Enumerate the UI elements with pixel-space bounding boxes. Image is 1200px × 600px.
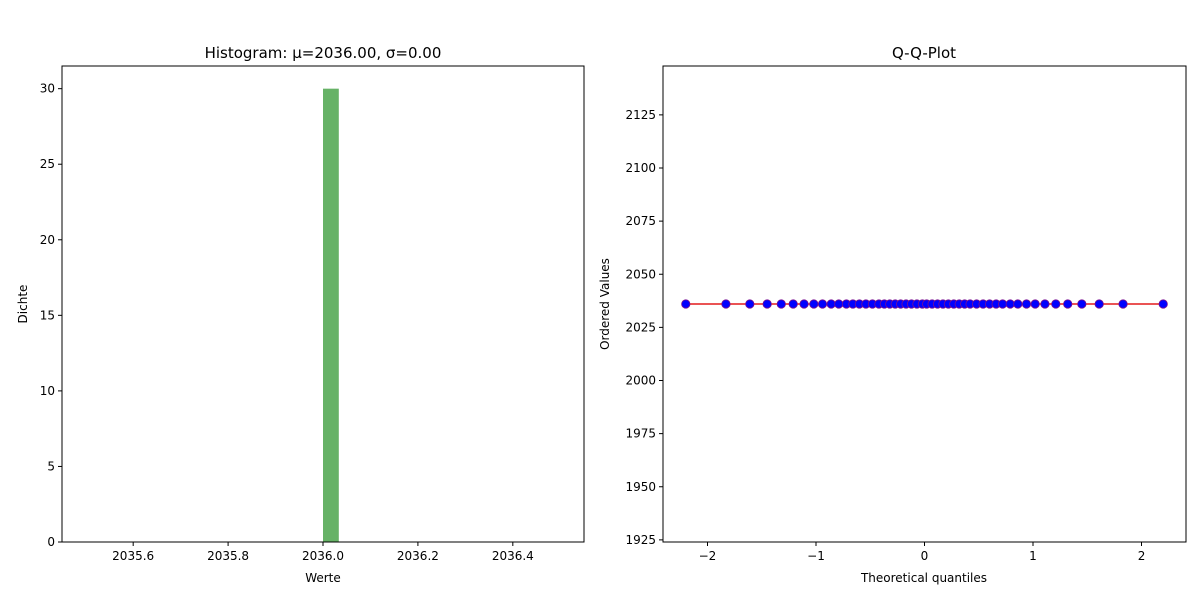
- histogram-x-tick-label: 2035.6: [112, 549, 154, 563]
- histogram-x-tick-label: 2035.8: [207, 549, 249, 563]
- qq-point: [834, 299, 844, 309]
- qq-x-tick-label: 2: [1138, 549, 1146, 563]
- qq-point: [809, 299, 819, 309]
- qq-point: [1051, 299, 1061, 309]
- qq-y-label: Ordered Values: [598, 258, 612, 350]
- histogram-y-tick-label: 20: [40, 233, 55, 247]
- qq-point: [1005, 299, 1015, 309]
- qq-point: [1063, 299, 1073, 309]
- histogram-y-ticks: 0 5 10 15 20 25 30: [40, 82, 62, 549]
- qq-point: [817, 299, 828, 309]
- histogram-y-label: Dichte: [16, 285, 30, 324]
- qq-plot-panel: Q-Q-Plot −2 −1 0 1 2 1925 1950 1975 2000 2025 205…: [598, 44, 1187, 585]
- histogram-y-tick-label: 25: [40, 157, 55, 171]
- qq-y-tick-label: 2125: [625, 108, 656, 122]
- histogram-x-tick-label: 2036.0: [302, 549, 344, 563]
- histogram-x-ticks: 2035.6 2035.8 2036.0 2036.2 2036.4: [112, 542, 534, 563]
- qq-x-tick-label: −2: [699, 549, 717, 563]
- qq-x-tick-label: 0: [921, 549, 929, 563]
- qq-plot-title: Q-Q-Plot: [892, 44, 956, 62]
- qq-y-tick-label: 2000: [625, 374, 656, 388]
- histogram-title: Histogram: μ=2036.00, σ=0.00: [205, 44, 442, 62]
- qq-x-ticks: −2 −1 0 1 2: [699, 542, 1146, 563]
- histogram-y-tick-label: 15: [40, 308, 55, 322]
- qq-point: [1094, 299, 1104, 309]
- qq-point: [762, 299, 772, 309]
- qq-point: [681, 299, 691, 309]
- qq-points: [681, 299, 1168, 309]
- histogram-x-label: Werte: [305, 571, 341, 585]
- qq-point: [745, 299, 755, 309]
- qq-point: [1013, 299, 1023, 309]
- qq-point: [1158, 299, 1168, 309]
- qq-y-tick-label: 2050: [625, 267, 656, 281]
- histogram-y-tick-label: 5: [47, 459, 55, 473]
- qq-point: [1077, 299, 1087, 309]
- qq-point: [721, 299, 731, 309]
- qq-y-tick-label: 2100: [625, 161, 656, 175]
- qq-point: [998, 299, 1008, 309]
- histogram-panel: Histogram: μ=2036.00, σ=0.00 2035.6 2035.…: [16, 44, 585, 585]
- qq-point: [799, 299, 809, 309]
- qq-y-ticks: 1925 1950 1975 2000 2025 2050 2075 2100 2125: [625, 108, 663, 547]
- histogram-bar: [323, 88, 339, 543]
- qq-point: [1040, 299, 1050, 309]
- qq-point: [826, 299, 836, 309]
- histogram-y-tick-label: 30: [40, 82, 55, 96]
- qq-x-label: Theoretical quantiles: [860, 571, 987, 585]
- histogram-bars: [323, 88, 339, 543]
- qq-y-tick-label: 2025: [625, 320, 656, 334]
- qq-y-tick-label: 1975: [625, 427, 656, 441]
- histogram-x-tick-label: 2036.4: [492, 549, 534, 563]
- qq-point: [1030, 299, 1040, 309]
- qq-point: [1118, 299, 1128, 309]
- qq-point: [1021, 299, 1032, 309]
- qq-x-tick-label: −1: [807, 549, 825, 563]
- qq-y-tick-label: 2075: [625, 214, 656, 228]
- qq-point: [788, 299, 798, 309]
- qq-y-tick-label: 1925: [625, 533, 656, 547]
- qq-y-tick-label: 1950: [625, 480, 656, 494]
- qq-point: [776, 299, 786, 309]
- qq-x-tick-label: 1: [1029, 549, 1037, 563]
- histogram-x-tick-label: 2036.2: [397, 549, 439, 563]
- histogram-y-tick-label: 0: [47, 535, 55, 549]
- histogram-y-tick-label: 10: [40, 384, 55, 398]
